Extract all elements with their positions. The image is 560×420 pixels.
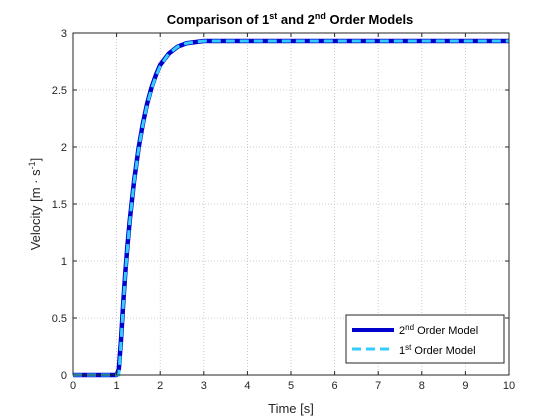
x-tick-label: 0 bbox=[70, 380, 76, 392]
x-axis-label: Time [s] bbox=[268, 401, 314, 416]
y-tick-label: 0 bbox=[61, 370, 67, 382]
legend-label-1st-order: 1st Order Model bbox=[399, 343, 476, 357]
x-tick-label: 10 bbox=[503, 380, 515, 392]
x-tick-label: 6 bbox=[332, 380, 338, 392]
y-tick-label: 3 bbox=[61, 28, 67, 40]
legend-label-2nd-order: 2nd Order Model bbox=[399, 323, 478, 337]
x-tick-label: 9 bbox=[462, 380, 468, 392]
x-tick-label: 4 bbox=[244, 380, 250, 392]
x-tick-label: 1 bbox=[114, 380, 120, 392]
x-tick-label: 8 bbox=[419, 380, 425, 392]
y-axis-label: Velocity [m · s-1] bbox=[27, 158, 43, 251]
legend: 2nd Order Model 1st Order Model bbox=[345, 314, 505, 364]
y-tick-label: 0.5 bbox=[52, 313, 67, 325]
y-tick-label: 2.5 bbox=[52, 85, 67, 97]
ticks: 0 1 2 3 4 5 6 7 8 9 10 0 0.5 1 1.5 2 2.5 3 bbox=[52, 28, 515, 392]
x-tick-label: 7 bbox=[375, 380, 381, 392]
y-tick-label: 1 bbox=[61, 256, 67, 268]
y-tick-label: 1.5 bbox=[52, 199, 67, 211]
x-tick-label: 2 bbox=[157, 380, 163, 392]
y-tick-label: 2 bbox=[61, 142, 67, 154]
series-group bbox=[73, 38, 509, 378]
x-tick-label: 5 bbox=[288, 380, 294, 392]
x-tick-label: 3 bbox=[201, 380, 207, 392]
legend-box bbox=[345, 314, 505, 364]
series-line-1st-order bbox=[73, 39, 509, 377]
chart-title: Comparison of 1st and 2nd Order Models bbox=[167, 11, 414, 27]
